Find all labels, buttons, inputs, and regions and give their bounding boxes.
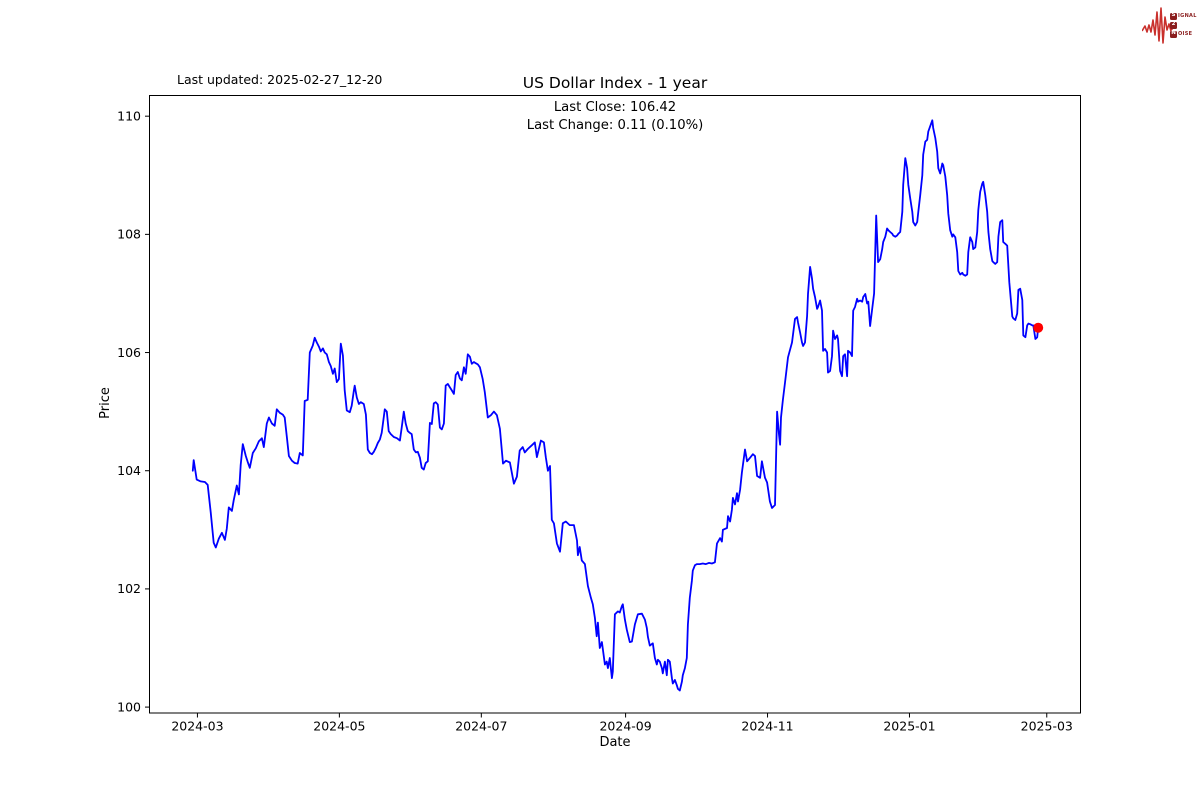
logo-box-n: N (1170, 30, 1177, 38)
logo-text: S IGNAL 2 N OISE (1170, 12, 1197, 38)
y-tick-label: 100 (117, 699, 141, 714)
y-tick-label: 110 (117, 108, 141, 123)
chart-title: US Dollar Index - 1 year (523, 74, 708, 92)
ecg-waveform-icon (1142, 7, 1174, 44)
y-tick-label: 102 (117, 581, 141, 596)
series-group (191, 119, 1044, 692)
logo-row-signal: S IGNAL (1170, 12, 1197, 20)
signal2noise-logo: S IGNAL 2 N OISE (1142, 3, 1198, 47)
x-tick-label: 2024-09 (599, 719, 651, 734)
last-price-dot (1033, 322, 1044, 333)
logo-row-noise: N OISE (1170, 30, 1197, 38)
logo-box-s: S (1170, 12, 1177, 20)
x-axis-label: Date (599, 735, 630, 750)
last-updated-text: Last updated: 2025-02-27_12-20 (177, 72, 382, 87)
x-tick-label: 2025-03 (1021, 719, 1073, 734)
x-tick-label: 2024-11 (741, 719, 793, 734)
x-axis-ticks: 2024-03 2024-05 2024-07 2024-09 2024-11 2025-… (171, 713, 1073, 734)
logo-box-2: 2 (1170, 21, 1177, 29)
x-tick-label: 2024-03 (171, 719, 223, 734)
y-axis-ticks: 100 102 104 106 108 110 (117, 108, 150, 714)
x-tick-label: 2024-05 (313, 719, 365, 734)
x-tick-label: 2024-07 (455, 719, 507, 734)
logo-word-oise: OISE (1178, 30, 1193, 37)
y-tick-label: 104 (117, 463, 141, 478)
logo-row-2: 2 (1170, 21, 1197, 29)
y-axis-label: Price (98, 387, 113, 419)
plot-border (149, 95, 1081, 714)
y-tick-label: 108 (117, 227, 141, 242)
logo-word-ignal: IGNAL (1178, 12, 1197, 19)
last-close-annotation: Last Close: 106.42 (554, 100, 676, 115)
y-tick-label: 106 (117, 345, 141, 360)
x-tick-label: 2025-01 (883, 719, 935, 734)
price-line (191, 119, 1040, 692)
last-change-annotation: Last Change: 0.11 (0.10%) (527, 118, 704, 133)
